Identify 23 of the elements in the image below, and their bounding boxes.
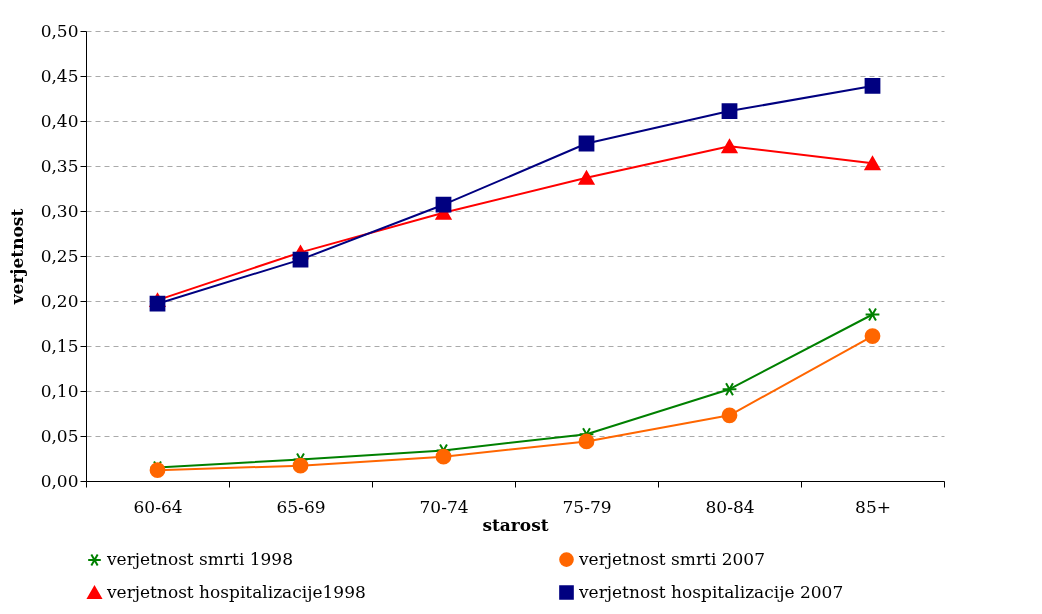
y-tick-label: 0,05 <box>40 425 79 446</box>
y-tick-label: 0,35 <box>40 155 79 176</box>
y-tick-label: 0,50 <box>40 20 79 41</box>
legend-label: verjetnost smrti 2007 <box>578 548 766 569</box>
y-tick-label: 0,40 <box>40 110 79 131</box>
x-tick-label: 60-64 <box>133 496 183 517</box>
x-tick-label: 70-74 <box>419 496 469 517</box>
y-tick-label: 0,00 <box>40 470 79 491</box>
legend-label: verjetnost smrti 1998 <box>106 549 294 569</box>
x-tick-label: 75-79 <box>562 496 612 517</box>
y-tick-label: 0,10 <box>40 380 79 401</box>
y-tick-label: 0,45 <box>40 65 79 86</box>
y-axis-title: verjetnost <box>6 208 27 306</box>
x-tick-label: 80-84 <box>705 496 755 517</box>
y-tick-label: 0,30 <box>40 200 79 221</box>
legend-label: verjetnost hospitalizacije1998 <box>106 581 366 602</box>
legend-label: verjetnost hospitalizacije 2007 <box>578 581 844 602</box>
y-tick-label: 0,15 <box>40 335 79 356</box>
x-axis-title: starost <box>482 514 549 535</box>
x-tick-label: 85+ <box>855 496 891 517</box>
x-tick-label: 65-69 <box>276 496 326 517</box>
y-tick-label: 0,20 <box>40 290 79 311</box>
y-tick-label: 0,25 <box>40 245 79 266</box>
